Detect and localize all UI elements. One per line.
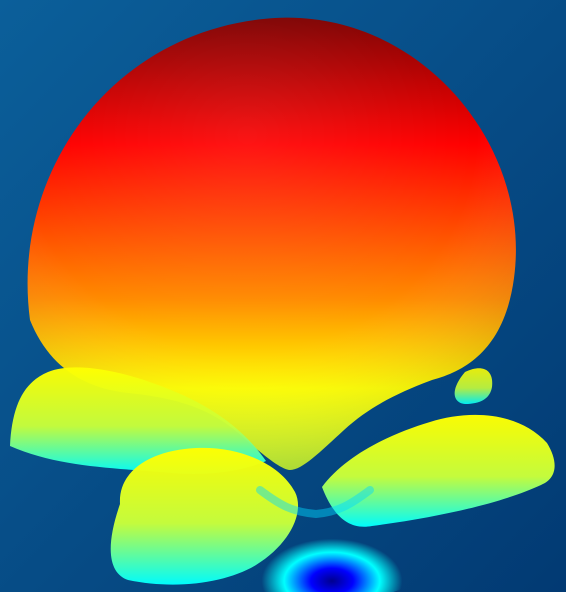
back-right-lobe — [454, 368, 493, 405]
null-region — [156, 412, 476, 592]
main-sphere — [27, 17, 516, 470]
sphere-shading — [27, 17, 516, 470]
null-highlight — [256, 486, 374, 519]
